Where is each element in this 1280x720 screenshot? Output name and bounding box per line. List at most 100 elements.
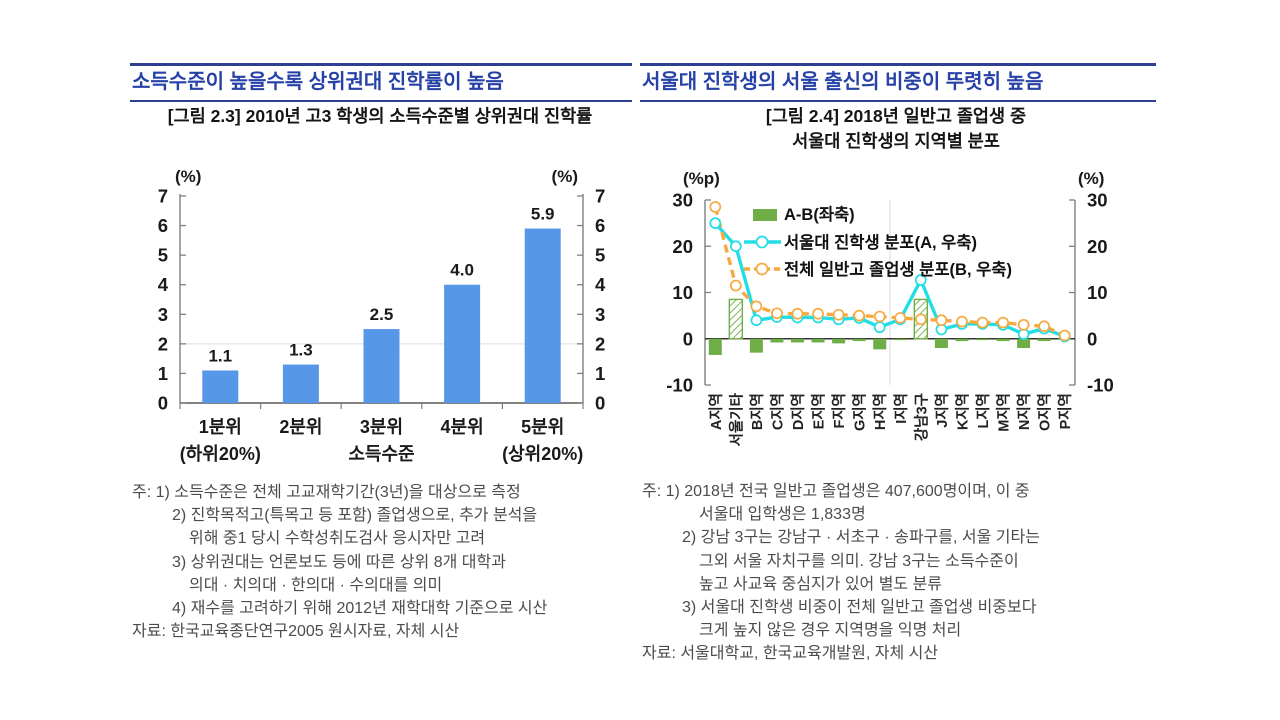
diff-bar-F지역 bbox=[832, 338, 846, 344]
diff-bar-B지역 bbox=[749, 338, 763, 353]
y-tick-label-right: 0 bbox=[1087, 328, 1097, 349]
x-category-label: H지역 bbox=[872, 393, 889, 430]
x-category-label: 1분위 bbox=[199, 417, 242, 437]
y-tick-label-left: 7 bbox=[158, 186, 168, 207]
income-quintile-bar-chart: 0 0 1 1 2 2 3 3 4 4 5 5 6 6 7 7 (%) (%) 1.1 1분위 (하위20%) 1.3 2분… bbox=[158, 167, 606, 464]
legend-label-line-0: 서울대 진학생 분포(A, 우축) bbox=[784, 233, 977, 252]
bar-value-label: 2.5 bbox=[370, 305, 394, 324]
marker-series-1 bbox=[791, 307, 804, 320]
bar-value-label: 4.0 bbox=[450, 261, 474, 280]
marker-series-1 bbox=[1017, 319, 1030, 331]
y-tick-label-right: 20 bbox=[1087, 236, 1108, 257]
snu-region-combo-chart: -10 -10 0 0 10 10 20 20 30 30 (%p) (%) A지역 서울기타 B지역 C지역… bbox=[666, 169, 1114, 446]
x-category-label: J지역 bbox=[934, 393, 951, 428]
x-category-label: 서울기타 bbox=[728, 392, 745, 446]
marker-series-1 bbox=[853, 309, 866, 322]
bar-value-label: 1.1 bbox=[208, 346, 232, 365]
y-tick-label-right: 3 bbox=[595, 304, 605, 325]
y-tick-label-right: 6 bbox=[595, 215, 605, 236]
note-line: 2) 진학목적고(특목고 등 포함) 졸업생으로, 추가 분석을 bbox=[172, 507, 538, 525]
legend-label-line-1: 전체 일반고 졸업생 분포(B, 우축) bbox=[784, 260, 1012, 279]
y-tick-label-right: 10 bbox=[1087, 282, 1108, 303]
marker-series-0 bbox=[873, 321, 886, 334]
diff-bar-N지역 bbox=[1017, 338, 1031, 348]
bar-3분위 bbox=[363, 329, 400, 403]
right-headline: 서울대 진학생의 서울 출신의 비중이 뚜렷히 높음 bbox=[640, 63, 1156, 102]
y-tick-label-left: 10 bbox=[672, 282, 693, 303]
y-tick-label-right: 5 bbox=[595, 245, 605, 266]
diff-bar-서울기타 bbox=[728, 298, 744, 340]
marker-series-1 bbox=[894, 312, 907, 324]
unit-right: (%) bbox=[1078, 169, 1104, 188]
x-category-sublabel: (하위20%) bbox=[180, 444, 261, 464]
marker-series-1 bbox=[1058, 329, 1071, 342]
left-figure-title: [그림 2.3] 2010년 고3 학생의 소득수준별 상위권대 진학률 bbox=[167, 106, 593, 126]
right-headline-text: 서울대 진학생의 서울 출신의 비중이 뚜렷히 높음 bbox=[642, 71, 1044, 93]
note-line: 그외 서울 자치구를 의미. 강남 3구는 소득수준이 bbox=[699, 552, 1019, 570]
marker-series-0 bbox=[750, 314, 763, 327]
marker-series-0 bbox=[709, 217, 722, 229]
marker-series-1 bbox=[873, 310, 886, 323]
right-figure-title-line2: 서울대 진학생의 지역별 분포 bbox=[792, 131, 1000, 151]
bar-value-label: 1.3 bbox=[289, 341, 313, 360]
diff-bar-C지역 bbox=[770, 338, 784, 343]
bar-2분위 bbox=[282, 364, 319, 403]
note-line: 2) 강남 3구는 강남구 · 서초구 · 송파구를, 서울 기타는 bbox=[682, 529, 1040, 547]
y-tick-label-right: 7 bbox=[595, 186, 605, 207]
y-tick-label-right: -10 bbox=[1087, 375, 1114, 396]
y-tick-label-left: 3 bbox=[158, 304, 168, 325]
x-category-label: K지역 bbox=[954, 393, 971, 430]
diff-bar-J지역 bbox=[934, 338, 948, 348]
x-category-label: B지역 bbox=[749, 393, 766, 430]
y-tick-label-left: 6 bbox=[158, 215, 168, 236]
right-figure-title-line1: [그림 2.4] 2018년 일반고 졸업생 중 bbox=[765, 106, 1027, 126]
note-line: 자료: 한국교육종단연구2005 원시자료, 자체 시산 bbox=[132, 623, 460, 641]
note-line: 의대 · 치의대 · 한의대 · 수의대를 의미 bbox=[189, 576, 443, 594]
bar-5분위 bbox=[524, 228, 561, 403]
unit-left: (%) bbox=[175, 167, 201, 186]
x-category-label: 3분위 bbox=[360, 417, 403, 437]
legend-swatch-bar bbox=[753, 209, 777, 221]
marker-series-1 bbox=[750, 300, 763, 313]
marker-series-0 bbox=[914, 274, 927, 286]
diff-bar-H지역 bbox=[873, 338, 887, 350]
y-tick-label-left: 20 bbox=[672, 236, 693, 257]
x-category-label: A지역 bbox=[708, 393, 725, 430]
x-category-label: 2분위 bbox=[279, 417, 322, 437]
legend-marker-0 bbox=[755, 235, 769, 249]
left-headline-text: 소득수준이 높을수록 상위권대 진학률이 높음 bbox=[132, 71, 504, 93]
bar-1분위 bbox=[202, 370, 239, 403]
diff-bar-M지역 bbox=[996, 338, 1010, 342]
x-category-label: I지역 bbox=[893, 393, 910, 424]
note-line: 자료: 서울대학교, 한국교육개발원, 자체 시산 bbox=[642, 645, 939, 663]
marker-series-1 bbox=[709, 201, 722, 213]
diff-bar-I지역 bbox=[893, 338, 907, 341]
x-category-label: N지역 bbox=[1016, 393, 1033, 430]
y-tick-label-left: 1 bbox=[158, 363, 168, 384]
bar-4분위 bbox=[444, 284, 481, 403]
y-tick-label-left: 30 bbox=[672, 190, 693, 211]
y-tick-label-left: 2 bbox=[158, 333, 168, 354]
marker-series-1 bbox=[1038, 320, 1051, 333]
y-tick-label-left: 5 bbox=[158, 245, 168, 266]
marker-series-1 bbox=[997, 316, 1009, 329]
x-category-label: M지역 bbox=[996, 393, 1013, 432]
note-line: 위해 중1 당시 수학성취도검사 응시자만 고려 bbox=[189, 530, 486, 548]
diff-bar-G지역 bbox=[852, 338, 866, 342]
note-line: 3) 상위권대는 언론보도 등에 따른 상위 8개 대학과 bbox=[172, 553, 506, 571]
x-category-label: D지역 bbox=[790, 393, 807, 430]
marker-series-1 bbox=[771, 307, 783, 320]
note-line: 서울대 입학생은 1,833명 bbox=[699, 506, 866, 524]
left-headline: 소득수준이 높을수록 상위권대 진학률이 높음 bbox=[130, 63, 632, 102]
marker-series-1 bbox=[812, 307, 824, 320]
y-tick-label-right: 30 bbox=[1087, 190, 1108, 211]
x-category-label: E지역 bbox=[811, 393, 828, 429]
marker-series-1 bbox=[956, 315, 968, 328]
x-category-label: L지역 bbox=[975, 393, 992, 429]
y-tick-label-right: 2 bbox=[595, 333, 605, 354]
diff-bar-L지역 bbox=[976, 338, 989, 341]
x-category-label: G지역 bbox=[852, 393, 869, 431]
diff-bar-E지역 bbox=[811, 338, 825, 343]
